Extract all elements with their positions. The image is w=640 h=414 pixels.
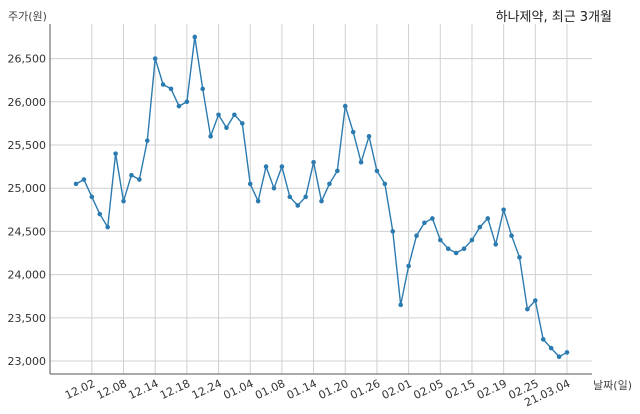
data-point xyxy=(517,255,522,260)
data-point xyxy=(247,181,253,187)
data-point xyxy=(548,345,554,351)
data-point xyxy=(113,151,118,156)
data-point xyxy=(232,112,237,118)
x-tick-label: 01.20 xyxy=(316,377,350,402)
x-tick-label: 12.08 xyxy=(95,377,129,402)
data-point xyxy=(501,207,506,213)
data-point xyxy=(414,233,419,239)
data-point xyxy=(192,34,198,40)
x-tick-label: 12.14 xyxy=(126,377,160,402)
data-point xyxy=(453,250,459,256)
data-point xyxy=(200,86,206,92)
data-point xyxy=(97,211,103,217)
data-point xyxy=(303,194,308,200)
data-point xyxy=(350,129,356,135)
data-point xyxy=(327,181,332,187)
data-point xyxy=(224,125,229,131)
data-point xyxy=(168,86,174,92)
data-point xyxy=(358,159,364,165)
data-point xyxy=(216,112,221,118)
data-point xyxy=(374,168,380,174)
data-point xyxy=(121,198,126,204)
data-point xyxy=(493,242,499,247)
data-point xyxy=(342,103,348,109)
x-tick-label: 01.04 xyxy=(221,377,255,402)
data-point xyxy=(422,220,427,226)
data-point xyxy=(263,164,269,169)
data-point xyxy=(406,263,411,269)
data-point xyxy=(525,306,530,312)
data-point xyxy=(137,177,142,182)
x-tick-label: 01.26 xyxy=(348,377,382,402)
data-point xyxy=(81,177,87,182)
x-tick-label: 02.15 xyxy=(443,377,477,402)
data-point xyxy=(366,134,372,139)
data-point xyxy=(176,103,182,109)
data-point xyxy=(311,159,316,165)
data-point xyxy=(271,185,277,191)
data-point xyxy=(73,181,79,187)
data-point xyxy=(160,82,166,87)
y-tick-label: 25,500 xyxy=(8,139,47,152)
data-point xyxy=(184,99,190,105)
data-point xyxy=(398,302,403,308)
data-point xyxy=(430,216,435,221)
data-point xyxy=(105,224,110,230)
data-point xyxy=(152,56,158,61)
x-tick-label: 01.14 xyxy=(285,377,319,402)
y-tick-label: 24,000 xyxy=(8,269,47,282)
data-point xyxy=(240,121,245,126)
data-point xyxy=(469,237,475,243)
x-tick-label: 02.05 xyxy=(412,377,446,402)
x-tick-label: 12.18 xyxy=(158,377,192,402)
data-point xyxy=(144,138,150,143)
y-tick-label: 26,500 xyxy=(8,53,47,66)
x-tick-label: 02.01 xyxy=(380,377,414,402)
data-point xyxy=(89,194,95,200)
y-tick-label: 23,500 xyxy=(8,312,47,325)
x-tick-label: 12.24 xyxy=(190,377,224,402)
data-point xyxy=(437,237,443,243)
y-tick-label: 25,000 xyxy=(8,182,47,195)
data-point xyxy=(335,168,340,174)
y-tick-label: 26,000 xyxy=(8,96,47,109)
data-point xyxy=(477,224,483,230)
data-point xyxy=(564,350,570,355)
series-line xyxy=(75,36,568,358)
data-point xyxy=(382,181,388,187)
x-tick-label: 12.02 xyxy=(63,377,97,402)
data-point xyxy=(319,198,324,204)
data-point xyxy=(287,194,293,200)
y-tick-label: 23,000 xyxy=(8,355,47,368)
data-point xyxy=(279,164,285,169)
data-point xyxy=(533,298,538,303)
x-tick-label: 02.19 xyxy=(475,377,509,402)
y-axis-label: 주가(원) xyxy=(8,10,47,23)
x-axis-label: 날짜(일) xyxy=(593,379,632,392)
data-point xyxy=(295,203,301,208)
data-point xyxy=(129,172,134,178)
x-tick-label: 01.08 xyxy=(253,377,287,402)
data-point xyxy=(461,246,467,251)
data-point xyxy=(485,216,491,221)
data-point xyxy=(208,134,213,139)
data-point xyxy=(556,354,562,360)
chart-title: 하나제약, 최근 3개월 xyxy=(495,10,612,25)
y-tick-label: 24,500 xyxy=(8,225,47,238)
data-point xyxy=(390,229,396,234)
data-point xyxy=(509,233,514,239)
data-point xyxy=(255,198,261,204)
data-point xyxy=(445,246,451,251)
data-point xyxy=(540,337,546,342)
